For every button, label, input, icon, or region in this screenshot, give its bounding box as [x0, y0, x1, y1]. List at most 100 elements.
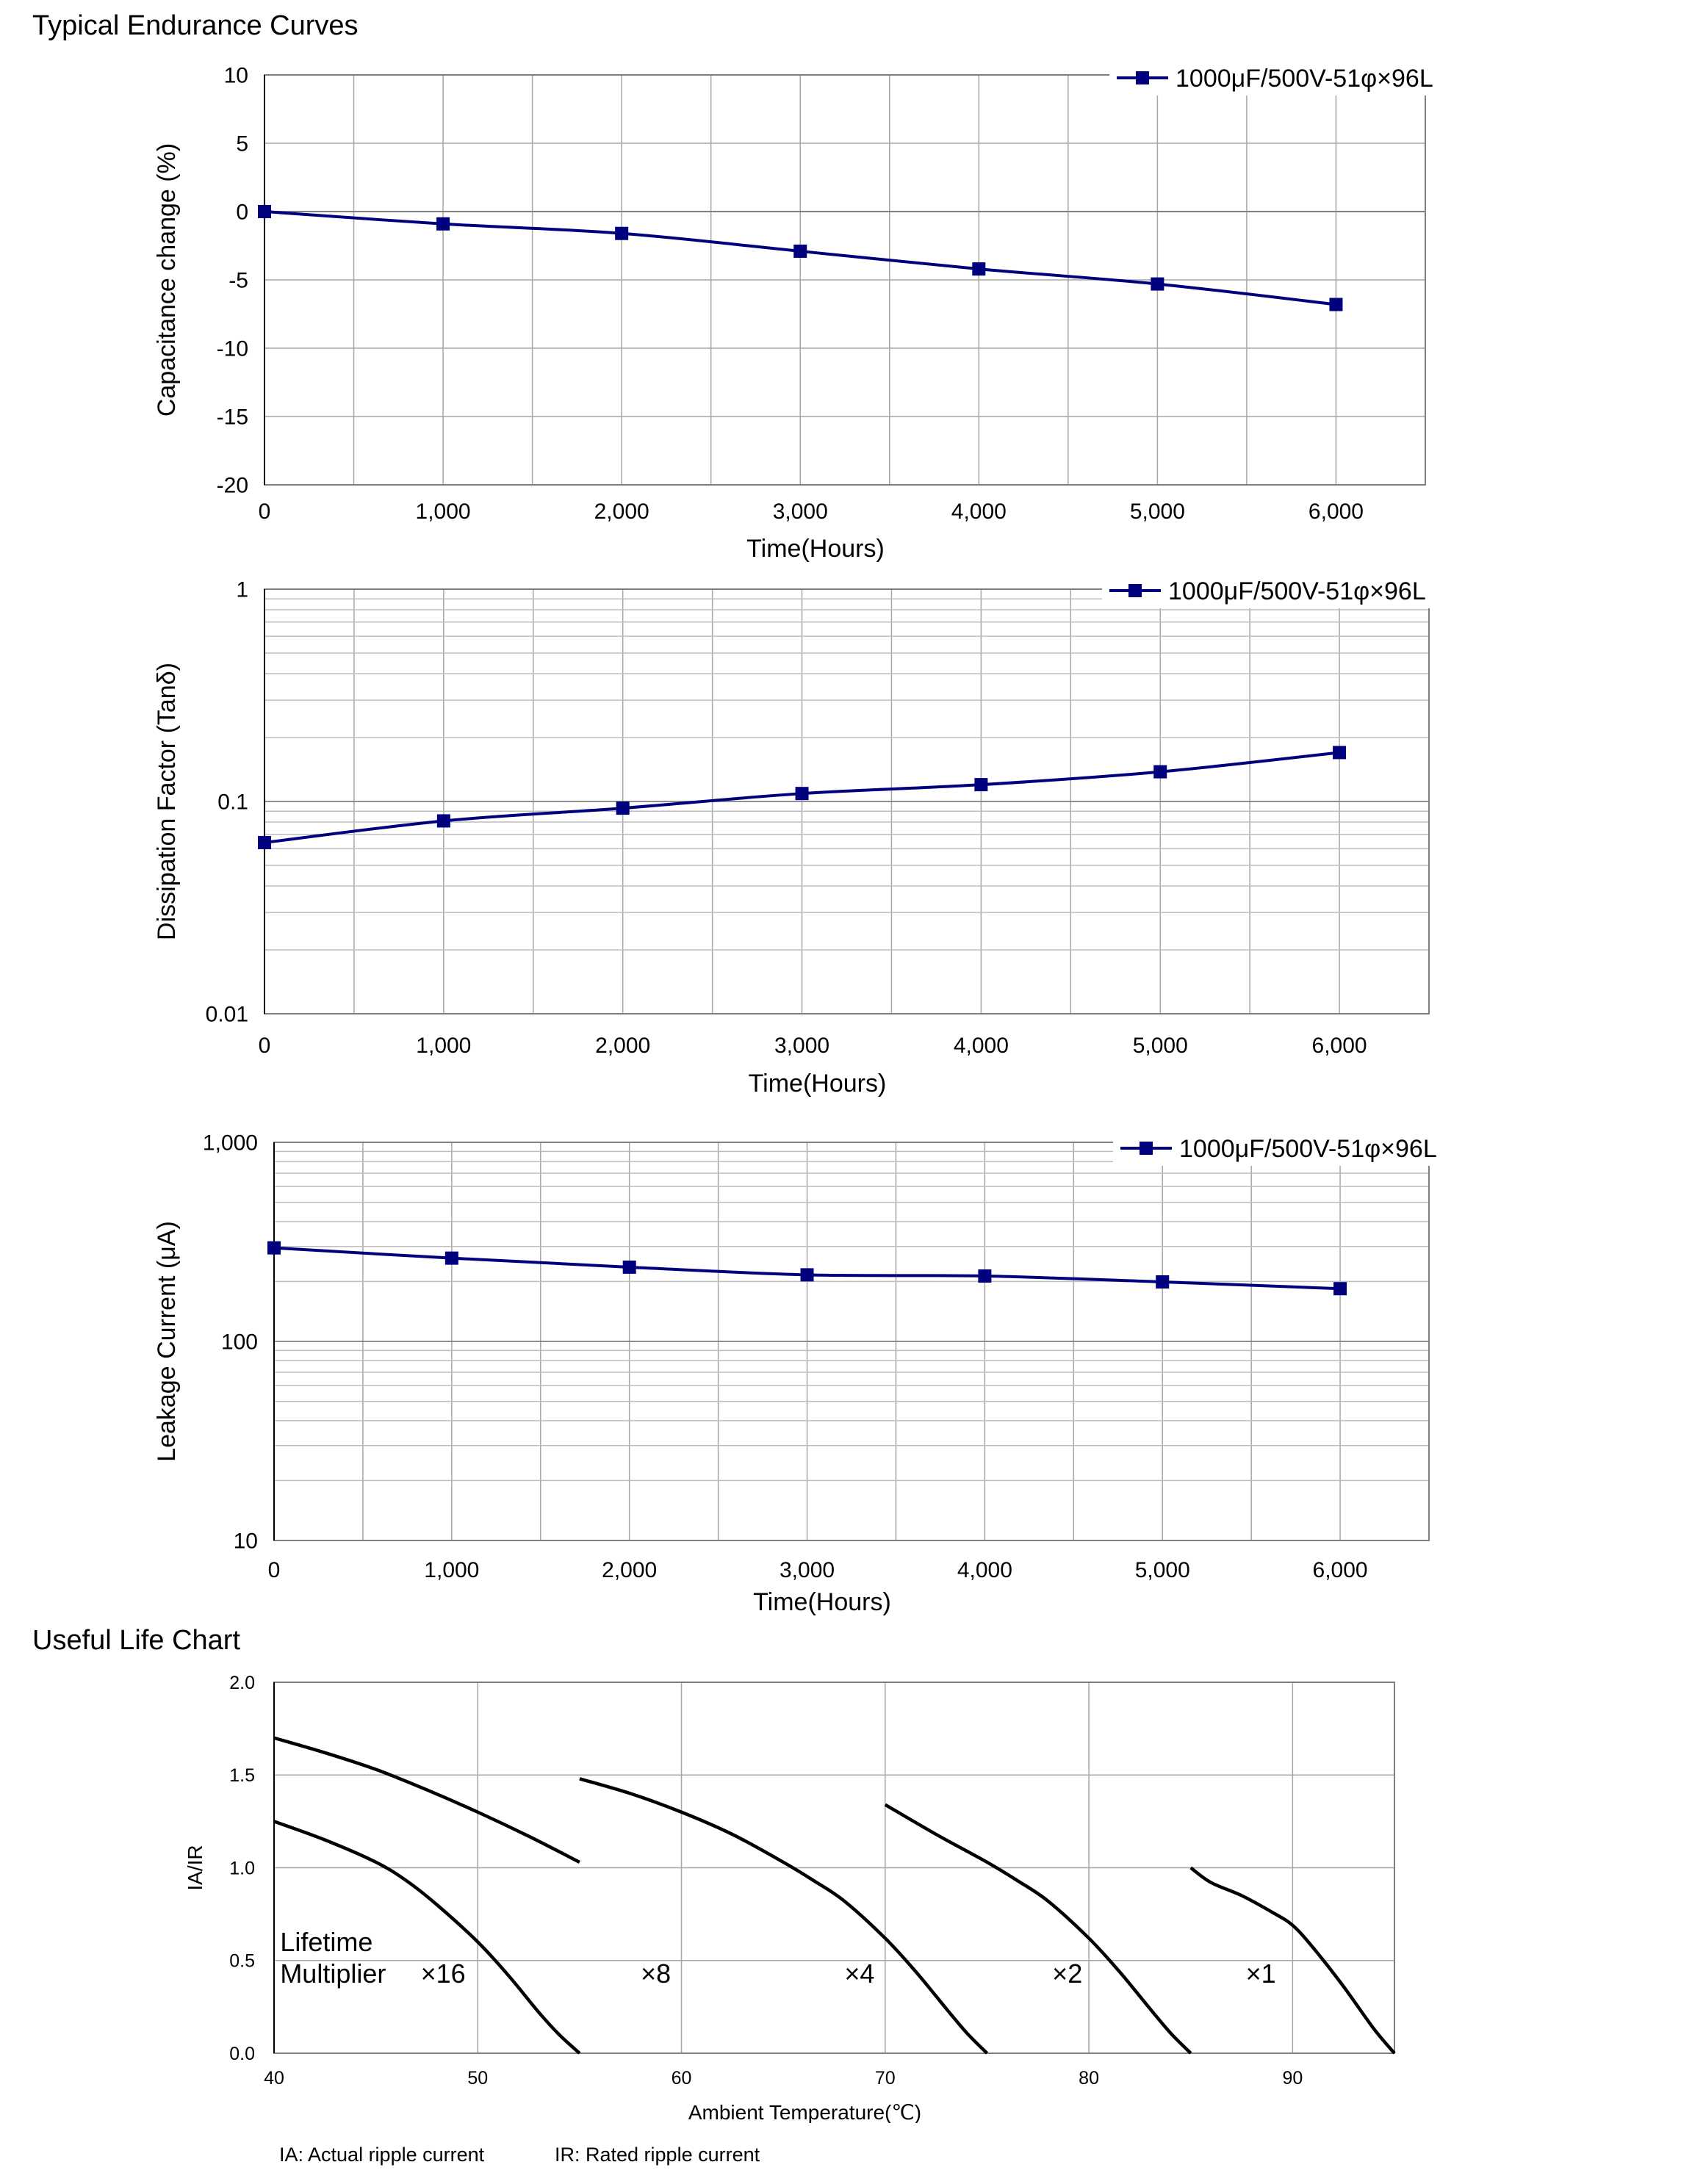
grid-lines	[264, 74, 1426, 486]
y-tick-label: -15	[217, 406, 248, 430]
x-tick-label: 1,000	[416, 500, 471, 524]
x-tick-label: 5,000	[1130, 500, 1185, 524]
grid-lines	[264, 588, 1430, 1014]
y-tick-label: 1.5	[229, 1765, 255, 1786]
x-tick-label: 90	[1282, 2068, 1303, 2089]
series-1	[273, 1820, 581, 2055]
x-tick-label: 4,000	[954, 1034, 1009, 1058]
x-axis-label: Time(Hours)	[753, 1588, 891, 1616]
x-tick-label: 3,000	[773, 500, 828, 524]
y-tick-label: 100	[221, 1330, 258, 1355]
y-axis-label: IA/IR	[184, 1845, 206, 1890]
x-tick-label: 2,000	[594, 500, 649, 524]
page-title: Typical Endurance Curves	[32, 10, 359, 41]
legend: 1000μF/500V-51φ×96L	[1102, 572, 1444, 608]
y-tick-label: 2.0	[229, 1673, 255, 1693]
legend-marker	[1136, 71, 1149, 84]
x-tick-label: 1,000	[416, 1034, 471, 1058]
y-tick-label: 1	[236, 578, 248, 602]
data-point	[1333, 1282, 1347, 1296]
x-axis-label: Time(Hours)	[749, 1070, 887, 1098]
data-point	[258, 205, 271, 218]
data-point	[436, 217, 450, 231]
x-tick-label: 0	[268, 1558, 281, 1582]
legend: 1000μF/500V-51φ×96L	[1109, 59, 1440, 95]
legend-marker	[1128, 584, 1142, 597]
legend-label: 1000μF/500V-51φ×96L	[1168, 577, 1426, 605]
y-tick-label: -20	[217, 474, 248, 498]
series-line	[273, 1820, 581, 2055]
y-tick-label: 1,000	[203, 1131, 258, 1156]
y-tick-label: 10	[224, 64, 248, 88]
x-tick-label: 40	[264, 2068, 284, 2089]
x-tick-label: 6,000	[1313, 1558, 1368, 1582]
useful-life-chart-svg: 40 50 60 70 80 90 0.0 0.5 1.0 1.5 2.0 Ambient Tempe…	[184, 1673, 1396, 2123]
x-axis-label: Time(Hours)	[746, 535, 885, 563]
x-tick-label: 80	[1079, 2068, 1099, 2089]
y-axis-label: Dissipation Factor (Tanδ)	[153, 663, 181, 940]
series-line	[579, 1777, 989, 2055]
data-point	[267, 1241, 281, 1255]
chart-annotation: ×8	[641, 1958, 671, 1989]
legend-label: 1000μF/500V-51φ×96L	[1176, 65, 1433, 93]
chart-leakage-current: 0 1,000 2,000 3,000 4,000 5,000 6,000 10 100 1,00…	[0, 1120, 1692, 1649]
y-tick-label: 0	[236, 201, 248, 225]
x-tick-label: 5,000	[1133, 1034, 1188, 1058]
series-0	[258, 205, 1343, 311]
y-axis-label: Leakage Current (μA)	[153, 1221, 181, 1462]
note-ir: IR: Rated ripple current	[555, 2144, 760, 2166]
data-point	[974, 778, 988, 792]
x-tick-label: 4,000	[957, 1558, 1012, 1582]
data-point	[615, 226, 629, 240]
data-point	[622, 1260, 636, 1274]
note-ia: IA: Actual ripple current	[279, 2144, 485, 2166]
series-2	[579, 1777, 989, 2055]
x-tick-label: 6,000	[1312, 1034, 1367, 1058]
y-tick-label: 10	[234, 1529, 258, 1554]
chart-annotation: ×16	[421, 1958, 466, 1989]
chart-capacitance-change: 0 1,000 2,000 3,000 4,000 5,000 6,000 -20 -15 -10…	[0, 44, 1692, 573]
y-tick-label: 0.5	[229, 1951, 255, 1972]
series-0	[273, 1736, 580, 1864]
x-tick-label: 0	[259, 500, 271, 524]
chart-annotation: ×1	[1246, 1958, 1276, 1989]
data-point	[1156, 1275, 1170, 1289]
legend-marker	[1140, 1142, 1153, 1155]
x-tick-label: 2,000	[602, 1558, 657, 1582]
data-point	[800, 1268, 814, 1282]
data-point	[436, 814, 450, 828]
data-point	[972, 262, 986, 276]
capacitance-change-chart-svg: 0 1,000 2,000 3,000 4,000 5,000 6,000 -20 -15 -10…	[153, 59, 1440, 563]
y-axis-label: Capacitance change (%)	[153, 143, 181, 417]
x-tick-label: 4,000	[951, 500, 1007, 524]
data-point	[1151, 277, 1164, 291]
series-0	[258, 746, 1347, 850]
data-point	[793, 244, 807, 258]
series-line	[1189, 1866, 1396, 2055]
x-tick-label: 0	[259, 1034, 271, 1058]
data-point	[1329, 298, 1343, 311]
series-line	[884, 1803, 1192, 2055]
data-point	[444, 1251, 458, 1265]
x-tick-label: 3,000	[774, 1034, 829, 1058]
useful-life-title: Useful Life Chart	[32, 1625, 241, 1656]
y-tick-label: 0.0	[229, 2044, 255, 2064]
x-tick-label: 70	[875, 2068, 896, 2089]
series-0	[267, 1241, 1347, 1296]
leakage-current-chart-svg: 0 1,000 2,000 3,000 4,000 5,000 6,000 10 100 1,00…	[153, 1129, 1444, 1616]
y-tick-label: -5	[228, 269, 248, 293]
dissipation-factor-chart-svg: 0 1,000 2,000 3,000 4,000 5,000 6,000 0.01 0.1 1 T…	[153, 572, 1444, 1098]
data-point	[1333, 746, 1347, 760]
data-point	[978, 1269, 992, 1283]
chart-annotation: ×2	[1052, 1958, 1082, 1989]
chart-annotation: Lifetime	[280, 1927, 372, 1957]
chart-annotation: ×4	[844, 1958, 874, 1989]
y-tick-label: -10	[217, 337, 248, 361]
y-tick-label: 0.1	[217, 790, 248, 815]
x-tick-label: 1,000	[424, 1558, 479, 1582]
chart-useful-life: 40 50 60 70 80 90 0.0 0.5 1.0 1.5 2.0 Ambient Tempe…	[0, 1660, 1692, 2123]
chart-annotation: Multiplier	[280, 1958, 386, 1989]
series-3	[884, 1803, 1192, 2055]
x-tick-label: 5,000	[1135, 1558, 1190, 1582]
legend-label: 1000μF/500V-51φ×96L	[1179, 1135, 1437, 1163]
